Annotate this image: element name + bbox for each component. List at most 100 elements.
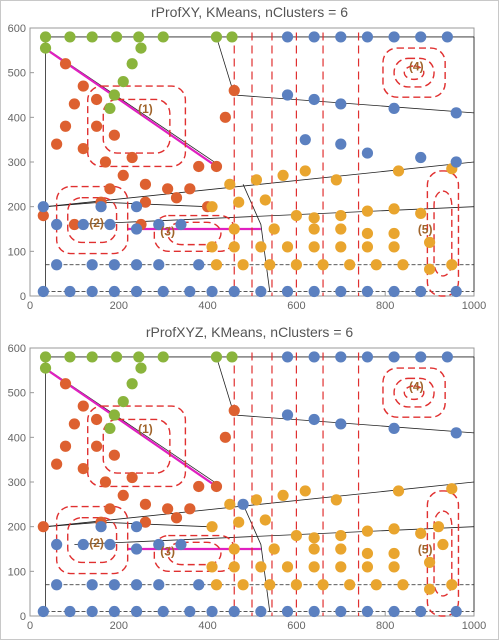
path-line <box>74 526 475 545</box>
data-point <box>290 259 302 271</box>
data-point <box>361 351 374 363</box>
density-contour <box>433 190 453 277</box>
data-point <box>210 259 223 271</box>
data-point <box>335 210 347 222</box>
data-point <box>108 579 120 591</box>
data-point <box>290 210 302 222</box>
data-point <box>77 80 89 92</box>
data-point <box>86 31 98 43</box>
data-point <box>95 521 107 533</box>
cluster-label: (3) <box>160 545 175 559</box>
data-point <box>250 494 263 506</box>
data-point <box>397 259 409 271</box>
data-point <box>162 183 174 195</box>
data-point <box>110 31 123 43</box>
data-point <box>344 259 356 271</box>
data-point <box>388 285 400 298</box>
data-point <box>108 259 120 271</box>
data-point <box>108 285 120 298</box>
data-point <box>361 547 374 560</box>
data-point <box>264 259 276 271</box>
data-point <box>255 561 267 573</box>
data-point <box>228 285 240 298</box>
y-tick-label: 100 <box>8 566 26 578</box>
data-point <box>130 543 143 555</box>
data-point <box>233 196 245 208</box>
data-point <box>206 605 218 618</box>
data-point <box>392 165 405 177</box>
cluster-label: (4) <box>409 379 424 393</box>
data-point <box>237 579 249 591</box>
data-point <box>361 31 374 43</box>
x-tick-label: 800 <box>376 620 394 632</box>
data-point <box>95 201 107 213</box>
x-tick-label: 200 <box>110 300 128 312</box>
data-point <box>37 285 49 298</box>
data-point <box>210 480 223 493</box>
cluster-label: (4) <box>409 59 424 73</box>
density-contour <box>102 418 171 474</box>
density-contour <box>403 65 425 81</box>
data-point <box>206 201 218 213</box>
data-point <box>317 259 329 271</box>
data-point <box>450 605 462 618</box>
data-point <box>104 538 116 551</box>
data-point <box>437 538 449 551</box>
data-point <box>91 93 103 106</box>
y-tick-label: 600 <box>8 343 26 355</box>
data-point <box>117 396 129 408</box>
y-tick-label: 400 <box>8 112 26 124</box>
density-contour <box>382 367 446 418</box>
data-point <box>68 218 80 231</box>
data-point <box>446 579 458 591</box>
data-point <box>388 561 400 573</box>
data-point <box>77 400 89 412</box>
chart-plot-xyz: 0 200 400 600 800 1000 0 100 200 300 400 500 600 (1) (… <box>8 343 487 632</box>
x-tick-label: 400 <box>198 300 216 312</box>
cluster-label: (5) <box>418 542 433 556</box>
data-point <box>126 378 138 390</box>
data-point <box>37 201 49 213</box>
data-point <box>233 516 245 528</box>
data-point <box>130 223 143 235</box>
data-point <box>130 259 143 271</box>
data-point <box>277 489 289 501</box>
data-point <box>441 351 453 363</box>
data-point <box>117 76 129 88</box>
data-point <box>86 579 98 591</box>
data-point <box>335 31 347 43</box>
density-contour <box>393 57 435 88</box>
data-point <box>450 156 462 168</box>
data-point <box>308 532 320 544</box>
data-point <box>290 530 302 542</box>
data-point <box>184 605 196 618</box>
data-point <box>370 259 382 271</box>
data-point <box>64 285 76 298</box>
data-point <box>210 351 223 363</box>
density-contour <box>382 47 446 98</box>
data-point <box>126 58 138 70</box>
data-point <box>130 285 143 298</box>
data-point <box>308 223 320 235</box>
data-point <box>388 227 400 240</box>
density-contour <box>403 385 425 401</box>
data-point <box>388 547 400 560</box>
density-contour <box>433 510 453 597</box>
data-point <box>86 351 98 363</box>
data-point <box>308 543 320 555</box>
data-point <box>108 605 120 618</box>
data-point <box>51 579 63 591</box>
density-contour <box>87 85 187 168</box>
data-point <box>68 418 80 430</box>
data-point <box>335 530 347 542</box>
density-contour <box>393 377 435 408</box>
data-point <box>415 31 427 43</box>
data-point <box>228 605 240 618</box>
data-point <box>335 561 347 573</box>
data-point <box>361 241 374 253</box>
y-tick-label: 500 <box>8 388 26 400</box>
data-point <box>450 285 462 298</box>
data-point <box>224 178 236 190</box>
data-point <box>108 449 120 461</box>
data-point <box>68 98 80 110</box>
